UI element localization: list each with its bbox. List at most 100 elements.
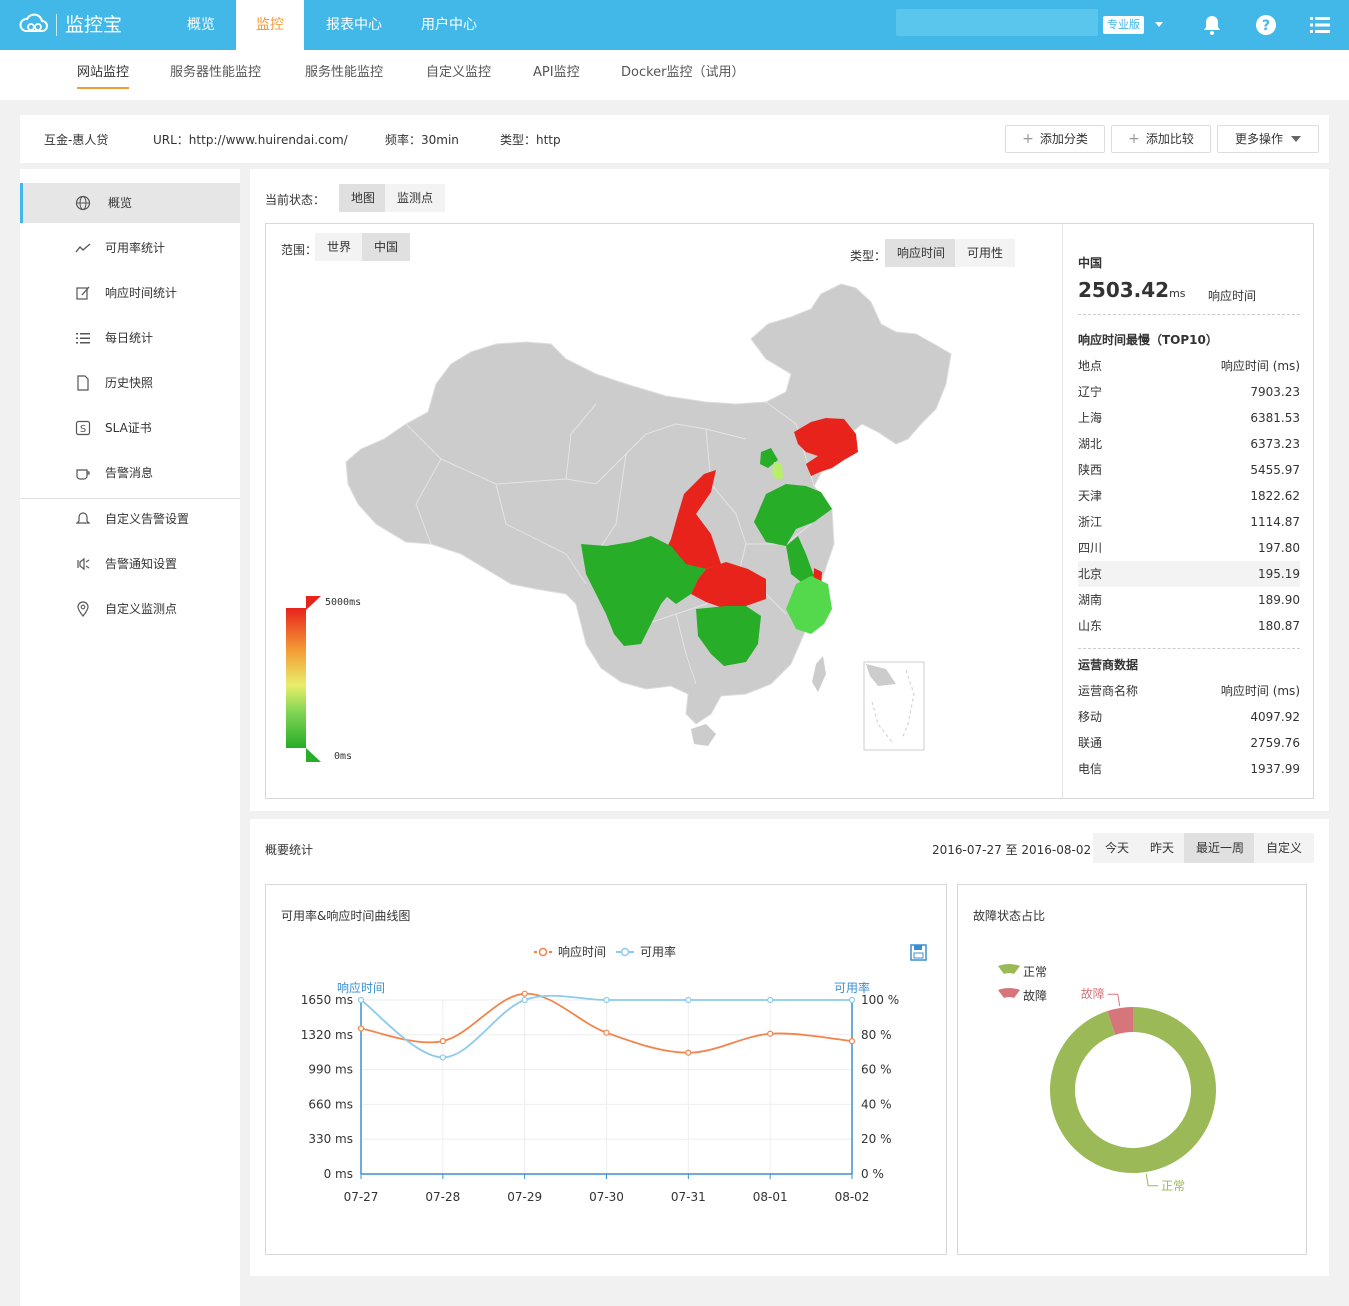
isp-row[interactable]: 电信 1937.99 (1078, 756, 1300, 782)
pie-legend-item[interactable]: 故障 (998, 988, 1047, 1003)
data-point[interactable] (685, 1049, 692, 1056)
legend-min-handle[interactable] (306, 748, 321, 762)
isp-row[interactable]: 联通 2759.76 (1078, 730, 1300, 756)
tab-docker-monitor[interactable]: Docker监控（试用） (621, 65, 745, 80)
range-yesterday-button[interactable]: 昨天 (1138, 833, 1187, 863)
legend-item[interactable]: 响应时间 (534, 944, 606, 959)
map-region-shandong[interactable] (754, 484, 832, 546)
add-category-button[interactable]: + 添加分类 (1005, 125, 1105, 153)
top10-row[interactable]: 天津 1822.62 (1078, 483, 1300, 509)
nav-user-center[interactable]: 用户中心 (421, 17, 477, 33)
site-url: URL：http://www.huirendai.com/ (153, 133, 348, 147)
search-input[interactable] (896, 9, 1098, 36)
top10-row[interactable]: 上海 6381.53 (1078, 405, 1300, 431)
logo[interactable]: 监控宝 (18, 9, 122, 41)
sidebar-item-snapshots[interactable]: 历史快照 (20, 363, 240, 403)
legend-max-handle[interactable] (306, 596, 321, 610)
map-region-sichuan[interactable] (581, 536, 686, 646)
data-point[interactable] (685, 996, 692, 1004)
top10-row[interactable]: 山东 180.87 (1078, 613, 1300, 639)
nav-monitor[interactable]: 监控 (236, 0, 304, 50)
map-region-beijing[interactable] (760, 448, 778, 468)
top10-row[interactable]: 北京 195.19 (1078, 561, 1300, 587)
row-isp: 移动 (1078, 710, 1103, 724)
save-icon[interactable] (910, 944, 927, 961)
row-value: 1822.62 (1250, 489, 1300, 503)
svg-text:S: S (80, 424, 86, 435)
pie-legend-item[interactable]: 正常 (998, 964, 1047, 979)
sidebar-item-notify-settings[interactable]: 告警通知设置 (20, 544, 240, 584)
top10-row[interactable]: 四川 197.80 (1078, 535, 1300, 561)
bell-icon[interactable] (1200, 13, 1224, 37)
row-isp: 联通 (1078, 736, 1103, 750)
sidebar-item-sla[interactable]: S SLA证书 (20, 408, 240, 448)
top10-row[interactable]: 陕西 5455.97 (1078, 457, 1300, 483)
data-point[interactable] (521, 990, 528, 997)
map-region-liaoning[interactable] (794, 418, 858, 476)
sidebar-item-custom-points[interactable]: 自定义监测点 (20, 589, 240, 629)
sidebar-item-alert-settings[interactable]: 自定义告警设置 (20, 499, 240, 539)
tab-map[interactable]: 地图 (339, 184, 388, 212)
range-custom-button[interactable]: 自定义 (1254, 833, 1315, 863)
map-region-chongqing[interactable] (666, 564, 706, 604)
svg-text:?: ? (1262, 18, 1270, 34)
pie-slice[interactable] (1050, 1007, 1216, 1173)
sidebar-item-alerts[interactable]: 告警消息 (20, 453, 240, 493)
tab-custom-monitor[interactable]: 自定义监控 (426, 65, 492, 80)
add-compare-button[interactable]: + 添加比较 (1111, 125, 1211, 153)
map-region-shaanxi[interactable] (664, 470, 721, 569)
data-point[interactable] (848, 996, 856, 1004)
type-availability-button[interactable]: 可用性 (955, 239, 1016, 267)
pie-slice[interactable] (1107, 1007, 1133, 1035)
data-point[interactable] (357, 1025, 365, 1032)
map-region-zhejiang[interactable] (786, 576, 832, 634)
tab-monitor-points[interactable]: 监测点 (385, 184, 446, 212)
map-region-hubei[interactable] (691, 562, 766, 609)
nav-reports[interactable]: 报表中心 (326, 17, 382, 33)
nav-overview[interactable]: 概览 (187, 17, 215, 33)
scope-world-button[interactable]: 世界 (315, 233, 364, 261)
top10-row[interactable]: 湖南 189.90 (1078, 587, 1300, 613)
top10-row[interactable]: 湖北 6373.23 (1078, 431, 1300, 457)
data-point[interactable] (357, 996, 365, 1004)
sidebar-item-daily[interactable]: 每日统计 (20, 318, 240, 358)
line-chart-title: 可用率&响应时间曲线图 (281, 909, 411, 923)
range-week-button[interactable]: 最近一周 (1184, 833, 1257, 863)
pie-chart-card: 故障状态占比 正常 故障 故障 正常 (957, 884, 1307, 1255)
map-region-hunan[interactable] (696, 606, 761, 666)
legend-item[interactable]: 可用率 (616, 944, 676, 959)
data-point[interactable] (521, 996, 528, 1004)
sidebar-item-availability[interactable]: 可用率统计 (20, 228, 240, 268)
data-point[interactable] (767, 1030, 774, 1037)
tab-server-monitor[interactable]: 服务器性能监控 (170, 65, 262, 80)
map-region-tianjin[interactable] (772, 462, 783, 480)
chevron-down-icon[interactable] (1155, 22, 1163, 27)
top10-row[interactable]: 浙江 1114.87 (1078, 509, 1300, 535)
tab-api-monitor[interactable]: API监控 (533, 65, 580, 80)
data-point[interactable] (603, 1029, 610, 1036)
menu-icon[interactable] (1308, 13, 1332, 37)
data-point[interactable] (439, 1054, 446, 1061)
status-label: 当前状态： (265, 193, 326, 207)
type-response-button[interactable]: 响应时间 (885, 239, 958, 267)
china-map[interactable] (266, 224, 1062, 798)
sidebar-item-response-time[interactable]: 响应时间统计 (20, 273, 240, 313)
tab-website-monitor[interactable]: 网站监控 (77, 61, 130, 89)
map-region-jiangsu[interactable] (786, 536, 814, 582)
range-today-button[interactable]: 今天 (1093, 833, 1142, 863)
trend-icon (75, 243, 91, 253)
top10-row[interactable]: 辽宁 7903.23 (1078, 379, 1300, 405)
data-point[interactable] (848, 1038, 856, 1045)
data-point[interactable] (767, 996, 774, 1004)
isp-row[interactable]: 移动 4097.92 (1078, 704, 1300, 730)
edition-badge[interactable]: 专业版 (1103, 16, 1144, 34)
scope-china-button[interactable]: 中国 (362, 233, 411, 261)
sidebar-item-overview[interactable]: 概览 (20, 183, 240, 223)
more-actions-button[interactable]: 更多操作 (1217, 125, 1319, 153)
data-point[interactable] (439, 1038, 446, 1045)
tab-service-monitor[interactable]: 服务性能监控 (305, 65, 384, 80)
data-point[interactable] (603, 996, 610, 1004)
help-icon[interactable]: ? (1254, 13, 1278, 37)
